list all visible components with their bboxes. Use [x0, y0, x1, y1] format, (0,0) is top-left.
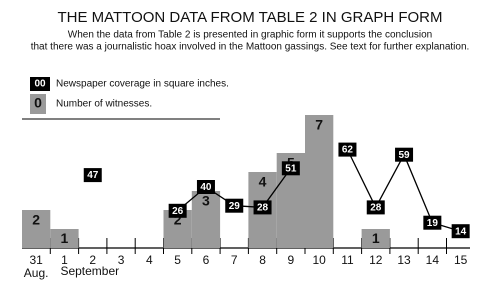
- point-label: 47: [87, 170, 99, 181]
- x-tick-label: 4: [146, 253, 153, 267]
- legend-symbol: 0: [34, 95, 42, 111]
- x-tick-label: 5: [174, 253, 181, 267]
- legend-label: Newspaper coverage in square inches.: [56, 79, 229, 90]
- point-label: 59: [398, 150, 410, 161]
- month-label: September: [60, 264, 119, 278]
- point-box: [253, 200, 272, 215]
- bar: [191, 191, 221, 248]
- x-tick-label: 2: [89, 253, 96, 267]
- point-box: [423, 215, 442, 230]
- point-box: [83, 168, 102, 183]
- x-tick-label: 9: [288, 253, 295, 267]
- bar-label: 3: [202, 193, 210, 209]
- subtitle: that there was a journalistic hoax invol…: [31, 42, 470, 53]
- x-tick-label: 1: [61, 253, 68, 267]
- x-tick-label: 7: [231, 253, 238, 267]
- point-label: 28: [370, 203, 382, 214]
- legend-label: Number of witnesses.: [56, 99, 152, 110]
- bar: [22, 210, 51, 248]
- x-tick-label: 13: [397, 253, 411, 267]
- x-tick-label: 8: [259, 253, 266, 267]
- bar: [361, 229, 390, 248]
- bar-label: 4: [259, 174, 267, 190]
- x-tick-label: 12: [369, 253, 383, 267]
- point-label: 40: [200, 182, 212, 193]
- point-box: [395, 147, 414, 162]
- point-label: 29: [229, 201, 241, 212]
- point-label: 19: [427, 218, 439, 229]
- bar: [305, 115, 334, 248]
- chart-title: THE MATTOON DATA FROM TABLE 2 IN GRAPH F…: [57, 9, 442, 26]
- point-label: 51: [285, 163, 297, 174]
- bar-label: 2: [174, 212, 182, 228]
- x-tick-label: 31: [29, 253, 43, 267]
- point-box: [338, 142, 357, 157]
- point-label: 26: [172, 206, 184, 217]
- bar: [50, 229, 79, 248]
- x-tick-label: 15: [454, 253, 468, 267]
- legend-symbol: 00: [34, 79, 46, 90]
- point-label: 14: [455, 226, 467, 237]
- x-tick-label: 11: [341, 253, 354, 267]
- point-box: [366, 200, 385, 215]
- point-box: [225, 198, 244, 213]
- month-label: Aug.: [24, 266, 49, 280]
- point-box: [281, 161, 300, 176]
- point-box: [196, 180, 215, 194]
- subtitle: When the data from Table 2 is presented …: [68, 30, 432, 41]
- legend-symbol-box: [30, 94, 46, 114]
- bar-label: 7: [315, 117, 323, 133]
- x-tick-label: 10: [312, 253, 326, 267]
- x-tick-label: 3: [118, 253, 125, 267]
- bar-label: 1: [372, 230, 380, 246]
- point-box: [451, 224, 470, 239]
- point-label: 62: [342, 145, 354, 156]
- x-tick-label: 6: [203, 253, 210, 267]
- bar-label: 2: [32, 212, 40, 228]
- point-label: 28: [257, 203, 269, 214]
- point-box: [168, 203, 187, 218]
- x-tick-label: 14: [426, 253, 440, 267]
- bar-label: 1: [61, 230, 69, 246]
- legend-symbol-box: [30, 77, 50, 91]
